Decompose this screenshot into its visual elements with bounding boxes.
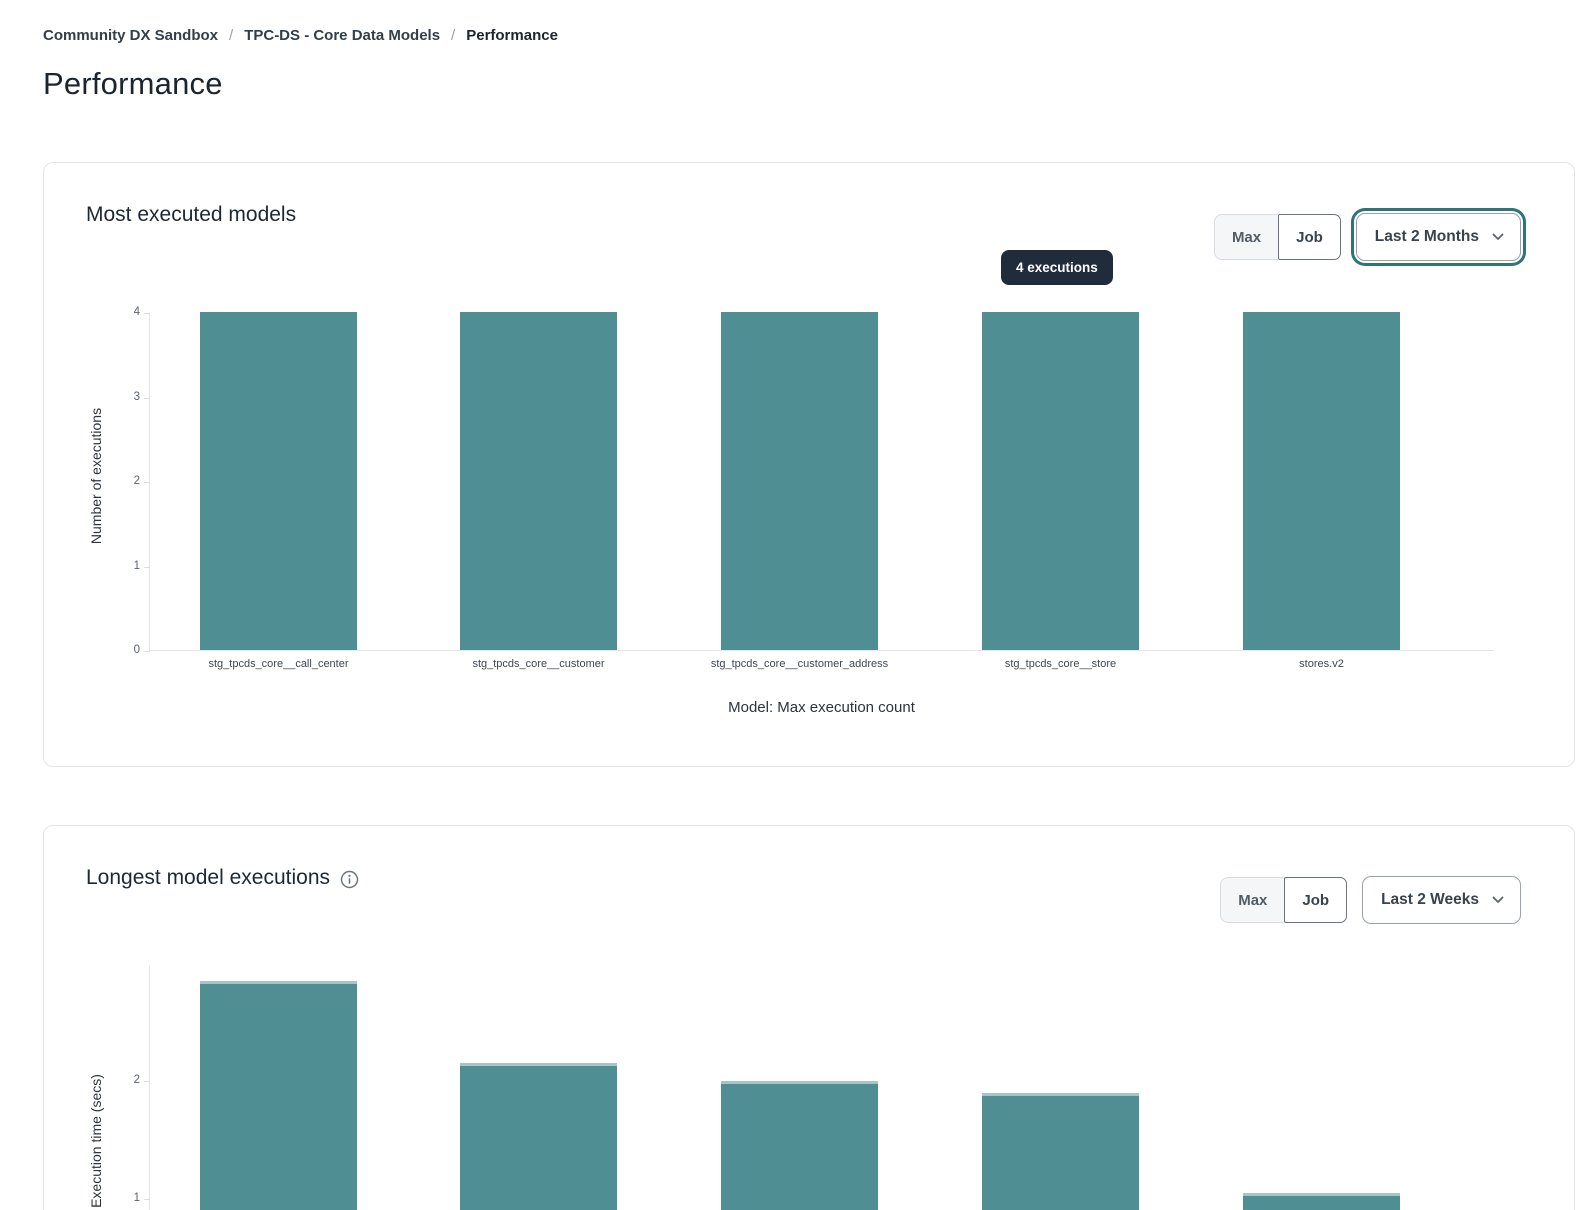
y-axis-title: Execution time (secs)	[88, 1074, 104, 1208]
y-tick-label: 2	[133, 475, 140, 487]
breadcrumb-item-environment[interactable]: Community DX Sandbox	[43, 27, 219, 44]
job-toggle-button[interactable]: Job	[1284, 877, 1348, 923]
y-tick-label: 2	[133, 1074, 140, 1086]
breadcrumb-item-current: Performance	[466, 27, 558, 44]
bar[interactable]	[200, 981, 357, 1210]
info-circle-icon[interactable]	[340, 870, 359, 889]
bar[interactable]	[982, 312, 1139, 650]
aggregate-toggle: Max Job	[1213, 214, 1341, 260]
x-tick-label: stg_tpcds_core__store	[1004, 658, 1117, 670]
bar[interactable]	[982, 1093, 1139, 1210]
bar[interactable]	[1243, 312, 1400, 650]
x-axis-title: Model: Max execution count	[728, 699, 915, 716]
most-executed-models-chart: 4 3 2 1 0 stg_tpcds_core__call_center stg_tpcd…	[134, 306, 1494, 670]
y-tick-mark	[144, 482, 150, 483]
breadcrumb-item-project[interactable]: TPC-DS - Core Data Models	[244, 27, 441, 44]
x-tick-label: stg_tpcds_core__call_center	[208, 658, 349, 670]
breadcrumb-separator: /	[229, 27, 234, 44]
bar[interactable]	[721, 312, 878, 650]
page-title: Performance	[43, 66, 223, 101]
y-tick-mark	[144, 651, 150, 652]
breadcrumb-separator: /	[451, 27, 456, 44]
y-tick-label: 1	[133, 559, 140, 572]
y-tick-mark	[144, 566, 150, 568]
date-range-value: Last 2 Months	[1374, 228, 1479, 245]
date-range-select[interactable]: Last 2 Weeks	[1362, 876, 1521, 924]
max-toggle-button[interactable]: Max	[1220, 877, 1285, 923]
y-tick-mark	[144, 313, 150, 314]
date-range-value: Last 2 Weeks	[1381, 891, 1479, 908]
chevron-down-icon	[1492, 233, 1504, 241]
y-tick-label: 0	[133, 644, 140, 656]
bar[interactable]	[460, 1063, 617, 1210]
most-executed-models-card: Most executed models Max Job Last 2 Mont…	[43, 162, 1575, 767]
bar[interactable]	[721, 1081, 878, 1210]
chevron-down-icon	[1492, 896, 1504, 904]
card-title: Longest model executions	[86, 866, 330, 889]
y-tick-label: 1	[133, 1192, 140, 1204]
x-tick-label: stg_tpcds_core__customer	[472, 658, 605, 670]
y-tick-label: 4	[133, 306, 140, 318]
y-tick-label: 3	[133, 390, 140, 403]
bar[interactable]	[200, 312, 357, 650]
card-title: Most executed models	[86, 203, 297, 226]
bar[interactable]	[1243, 1193, 1400, 1210]
date-range-select[interactable]: Last 2 Months	[1355, 213, 1521, 261]
chart-controls: Max Job Last 2 Weeks	[1220, 876, 1521, 924]
y-axis-title: Number of executions	[88, 407, 104, 545]
job-toggle-button[interactable]: Job	[1278, 214, 1341, 260]
max-toggle-button[interactable]: Max	[1213, 214, 1279, 260]
breadcrumb: Community DX Sandbox / TPC-DS - Core Dat…	[43, 27, 558, 44]
chart-controls: Max Job Last 2 Months	[1213, 213, 1521, 261]
chart-tooltip: 4 executions	[1001, 250, 1113, 285]
y-tick-mark	[144, 1199, 150, 1200]
aggregate-toggle: Max Job	[1220, 877, 1348, 923]
y-tick-mark	[144, 397, 150, 399]
x-tick-label: stores.v2	[1299, 658, 1344, 670]
longest-model-executions-card: Longest model executions Max Job Last 2 …	[43, 825, 1575, 1210]
bar[interactable]	[460, 312, 617, 650]
x-tick-label: stg_tpcds_core__customer_address	[710, 658, 889, 670]
y-tick-mark	[144, 1081, 150, 1082]
